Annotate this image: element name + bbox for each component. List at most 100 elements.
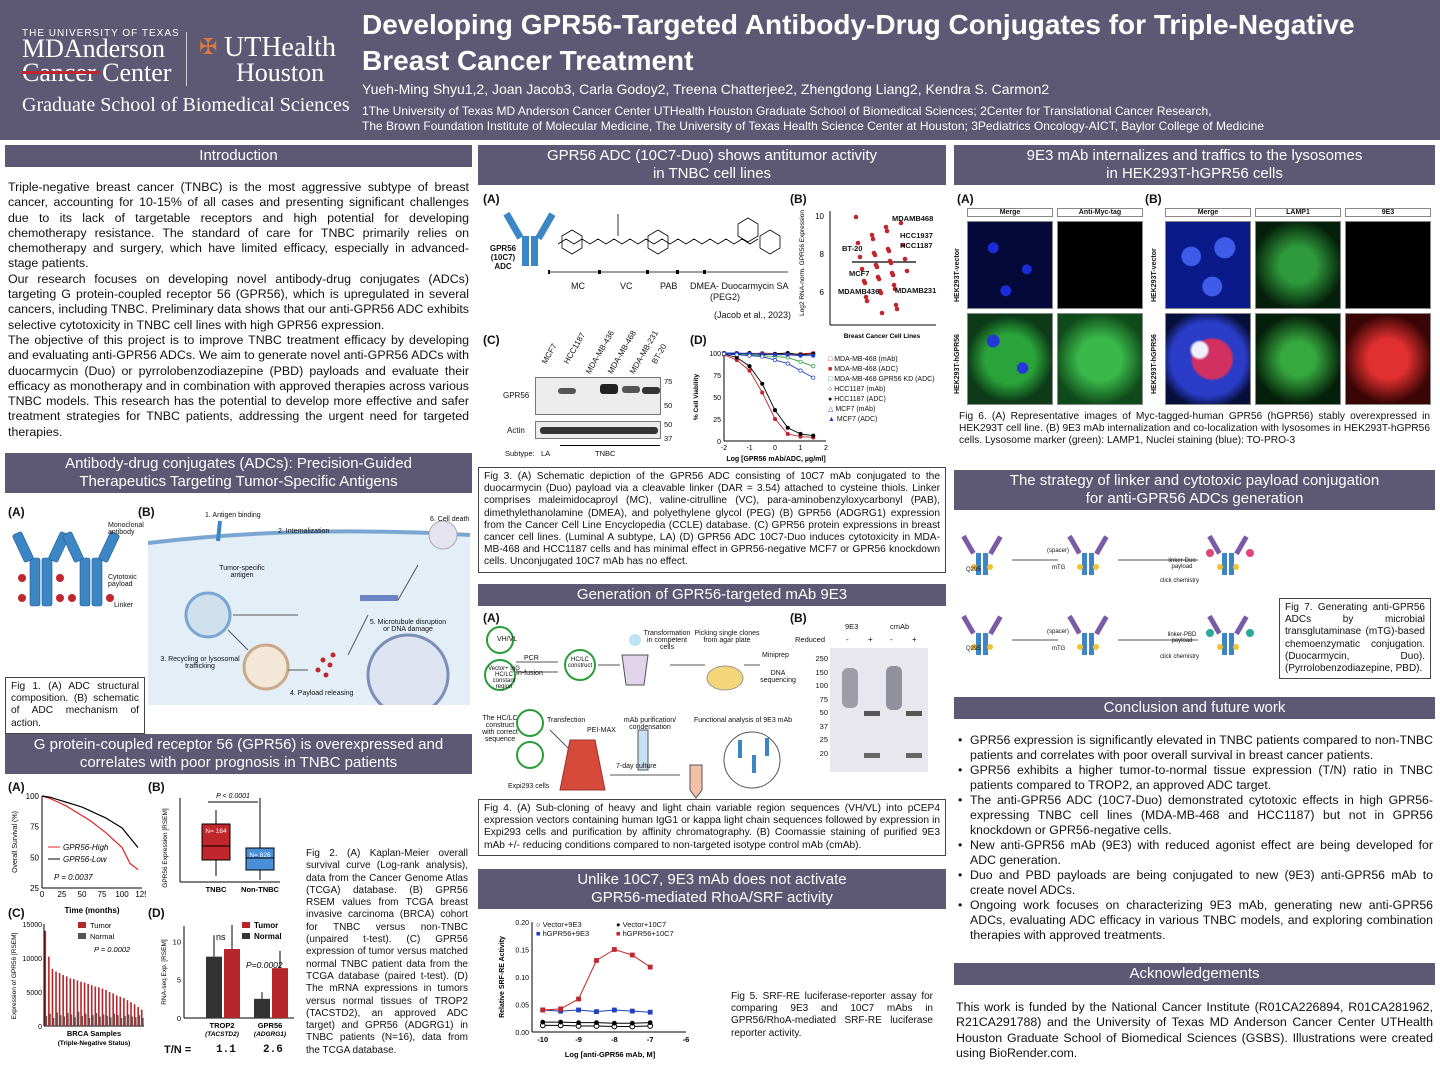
tn-ratio-gpr56: 2.6 xyxy=(263,1044,283,1056)
srf-chart: 0.00 0.05 0.10 0.15 0.20 -10 -9 -8 -7 -6 Relative … xyxy=(499,920,689,1059)
fig2-caption: Fig 2. (A) Kaplan-Meier overall survival… xyxy=(301,845,473,1061)
fig3-panel-d: (D) xyxy=(690,333,707,347)
fig1-panel-b: (B) xyxy=(138,505,155,519)
d-legend-tumor-swatch xyxy=(242,922,250,928)
label-pcr: PCR xyxy=(524,655,539,662)
tn-bar-tumor xyxy=(73,979,75,1026)
blot-marker-37: 37 xyxy=(664,434,673,443)
tn-bar-tumor xyxy=(119,996,122,1026)
e93-title-line2: in HEK293T-hGPR56 cells xyxy=(1106,165,1283,182)
srf-point xyxy=(611,1007,617,1013)
tn-bar-tumor xyxy=(62,975,64,1026)
via-point xyxy=(811,433,816,438)
gel-minus-2: - xyxy=(890,635,893,644)
logo-uthealth: UTHealth xyxy=(224,32,336,63)
gel-minus-1: - xyxy=(846,635,849,644)
conclusion-item: The anti-GPR56 ADC (10C7-Duo) demonstrat… xyxy=(956,793,1433,838)
tn-bar-tumor xyxy=(44,930,47,1026)
conclusion-item: New anti-GPR56 mAb (9E3) with reduced ag… xyxy=(956,838,1433,868)
srf-point xyxy=(540,1007,546,1013)
via-line xyxy=(723,354,814,438)
adc-title-line1: Antibody-drug conjugates (ADCs): Precisi… xyxy=(65,455,412,472)
authors: Yueh-Ming Shyu1,2, Joan Jacob3, Carla Go… xyxy=(362,81,1050,97)
srf-ylabel: Relative SRF-RE Activity xyxy=(499,936,506,1018)
via-y-tick: 25 xyxy=(713,417,721,424)
strat-spacer-1: (spacer) xyxy=(1047,548,1070,554)
trop2-gpr56-chart: 0 5 10 RNA-seq Exp. [RSEM] ns P=0.0002 Tumor No… xyxy=(161,921,294,1038)
cell-mdamb436: MDAMB436 xyxy=(838,287,880,296)
subtype-label: Subtype: xyxy=(505,449,535,458)
antibody-icon-3 xyxy=(961,614,1003,655)
fig2-panel-a: (A) xyxy=(8,780,25,794)
via-xlabel: Log [GPR56 mAb/ADC, µg/ml] xyxy=(726,456,825,463)
label-monoclonal-antibody: Monoclonal antibody xyxy=(108,522,144,536)
step-antigen-binding: 1. Antigen binding xyxy=(205,512,261,519)
fig1-caption: Fig 1. (A) ADC structural composition. (… xyxy=(5,677,145,734)
km-x-tick: 75 xyxy=(98,890,107,899)
tumor-normal-chart: 0 5000 10000 15000 Expression of GPR56 [RSEM… xyxy=(11,921,144,1047)
col-9e3: 9E3 xyxy=(1345,208,1431,217)
tn-legend-normal: Normal xyxy=(90,932,115,941)
boxplot-chart: GPR56 Expression [RSEM] P < 0.0001 N= 16… xyxy=(162,793,280,894)
ccle-point xyxy=(872,252,878,258)
fig3-panel-a: (A) xyxy=(483,192,500,206)
ccle-point xyxy=(883,224,889,230)
d-bar xyxy=(254,998,270,1018)
pbd-payload-icon xyxy=(1246,629,1254,637)
via-point xyxy=(811,375,816,380)
d-x-trop2: TROP2 xyxy=(209,1021,234,1030)
tn-bar-normal xyxy=(124,1015,126,1026)
pbd-payload-icon xyxy=(1206,629,1214,637)
via-point xyxy=(747,364,752,369)
d-legend-normal: Normal xyxy=(254,932,282,941)
via-point xyxy=(798,431,803,437)
label-vector: Vector+ IgG HC/LC constant region xyxy=(488,666,520,690)
tn-bar-normal xyxy=(117,1015,119,1026)
ccle-point xyxy=(855,240,861,246)
tn-bar-tumor xyxy=(80,981,82,1026)
legend-468-mab: □ MDA-MB-468 (mAb) xyxy=(828,356,898,363)
gel-cmab: cmAb xyxy=(890,622,910,631)
srf-point xyxy=(558,1019,564,1025)
micrograph-vector-merge xyxy=(967,221,1053,309)
strat-spacer-2: (spacer) xyxy=(1047,629,1070,635)
box-p-value: P < 0.0001 xyxy=(216,793,250,800)
tn-ratio-label: T/N = xyxy=(164,1044,192,1056)
adc-title-line2: Therapeutics Targeting Tumor-Specific An… xyxy=(79,473,398,490)
via-point xyxy=(721,351,727,356)
ack-title: Acknowledgements xyxy=(954,963,1435,985)
via-point xyxy=(798,359,803,364)
legend-1187-mab: ○ HCC1187 (mAb) xyxy=(828,386,886,393)
ccle-point xyxy=(892,286,898,292)
viability-legend: □ MDA-MB-468 (mAb) ■ MDA-MB-468 (ADC) □ … xyxy=(828,355,935,425)
col-merge-b: Merge xyxy=(1165,208,1251,217)
gel-plus-1: + xyxy=(868,635,873,644)
strat-click-2: click chemistry xyxy=(1160,654,1200,660)
via-point xyxy=(811,353,816,358)
linker-dmea: DMEA- Duocarmycin SA xyxy=(690,281,789,291)
km-line-low xyxy=(41,795,139,848)
svg-text:10: 10 xyxy=(815,212,824,221)
conc-title: Conclusion and future work xyxy=(954,697,1435,719)
km-y-tick: 25 xyxy=(30,884,39,893)
micrograph-vector-lamp1 xyxy=(1255,221,1341,309)
srf-x-tick: -9 xyxy=(575,1035,582,1044)
tn-bar-normal xyxy=(63,1016,66,1026)
tn-xlabel-1: BRCA Samples xyxy=(67,1029,121,1038)
tn-bar-normal xyxy=(77,1011,80,1026)
km-x-tick: 125 xyxy=(135,890,146,899)
rho-title: Unlike 10C7, 9E3 mAb does not activate G… xyxy=(478,869,946,909)
col-lamp1: LAMP1 xyxy=(1255,208,1341,217)
ccle-point xyxy=(886,248,892,254)
antibody-icon-2 xyxy=(1207,534,1249,575)
tn-bar-tumor xyxy=(101,988,104,1026)
ccle-point xyxy=(859,266,865,272)
poster-title-line2: Breast Cancer Treatment xyxy=(362,45,694,76)
srf-point xyxy=(629,952,635,958)
tn-bar-normal xyxy=(120,1017,123,1026)
antibody-icon-4 xyxy=(1067,614,1109,655)
via-y-tick: 0 xyxy=(717,439,721,446)
srf-point xyxy=(540,1019,546,1025)
box-n-tnbc: N= 164 xyxy=(205,828,227,835)
via-point xyxy=(760,390,765,395)
